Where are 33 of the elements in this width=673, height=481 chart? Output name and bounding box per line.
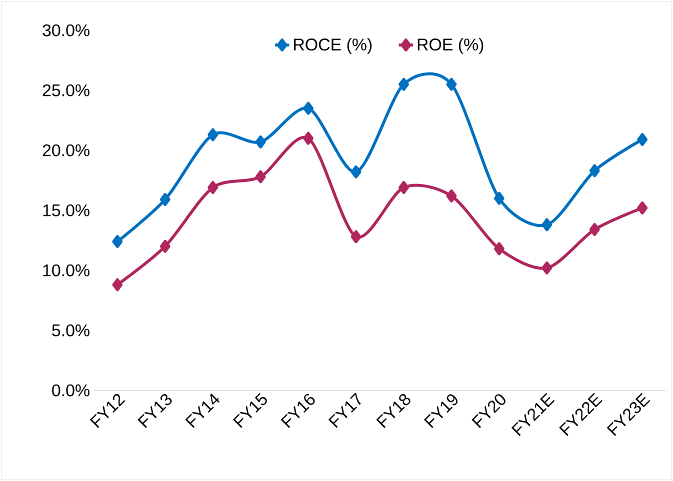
point: [542, 218, 552, 232]
point: [589, 164, 600, 178]
y-tick-label: 0.0%: [52, 384, 90, 396]
point: [303, 132, 314, 145]
point: [208, 128, 218, 142]
y-tick-label: 25.0%: [42, 84, 90, 96]
point: [160, 240, 170, 253]
point: [350, 230, 362, 244]
point: [303, 102, 314, 115]
point: [494, 192, 504, 205]
point: [446, 78, 457, 91]
y-tick-label: 5.0%: [52, 324, 90, 336]
point: [398, 181, 409, 194]
y-tick-label: 20.0%: [42, 144, 90, 156]
point: [112, 235, 123, 248]
point: [637, 201, 648, 214]
point: [589, 223, 600, 236]
y-tick-label: 30.0%: [42, 24, 90, 36]
point: [494, 242, 504, 256]
y-tick-label: 10.0%: [43, 264, 90, 276]
point: [350, 165, 362, 178]
point: [255, 135, 266, 148]
y-tick-label: 15.0%: [43, 204, 90, 216]
legend-label: ROCE (%): [294, 38, 372, 54]
point: [112, 278, 123, 292]
legend-label: ROE (%): [418, 38, 484, 54]
point: [446, 189, 457, 202]
point: [160, 193, 170, 206]
point: [637, 133, 648, 146]
point: [542, 261, 552, 274]
point: [208, 181, 218, 194]
point: [398, 78, 409, 91]
point: [255, 170, 266, 184]
